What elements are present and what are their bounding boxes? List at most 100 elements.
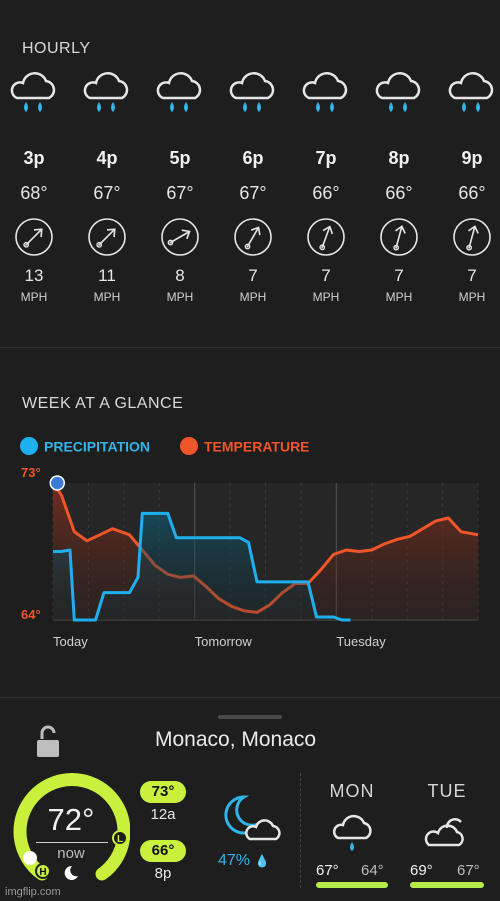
now-label: now	[57, 845, 85, 862]
hour-time: 8p	[388, 148, 410, 168]
hour-column[interactable]: 9p 66° 7 MPH	[442, 70, 500, 304]
rain-cloud-icon	[10, 72, 56, 112]
temperature-dot	[180, 437, 198, 456]
tue-range-bar	[410, 882, 484, 888]
hour-time: 4p	[96, 148, 118, 168]
y-tick-label: 73°	[21, 465, 41, 480]
wind-speed: 7	[248, 266, 258, 285]
tue-low: 67°	[457, 862, 480, 879]
wind-unit: MPH	[312, 290, 340, 304]
wind-speed: 11	[98, 266, 116, 285]
low-marker	[112, 830, 128, 846]
legend-temperature: TEMPERATURE	[180, 437, 310, 456]
forecast-day-tue[interactable]: TUE	[402, 781, 492, 802]
legend-temperature-label: TEMPERATURE	[204, 438, 310, 455]
watermark: imgflip.com	[5, 886, 61, 898]
hour-temp: 66°	[312, 183, 340, 203]
section-divider-2	[0, 697, 500, 698]
high-temp-pill: 73°	[140, 781, 186, 803]
wind-unit: MPH	[239, 290, 267, 304]
hour-time: 6p	[242, 148, 264, 168]
forecast-day-name: MON	[329, 781, 375, 801]
rain-cloud-icon	[229, 72, 275, 112]
precipitation-line	[53, 511, 351, 622]
temperature-dial[interactable]: H L	[10, 770, 130, 890]
hour-temp: 67°	[239, 183, 267, 203]
week-chart[interactable]: 73° 64° Today Tomorrow Tuesday	[0, 460, 500, 660]
wind-speed: 8	[175, 266, 185, 285]
wind-unit: MPH	[458, 290, 486, 304]
rain-cloud-icon	[332, 814, 372, 851]
low-temp-time: 8p	[154, 865, 172, 882]
precipitation-dot	[20, 437, 38, 456]
wind-direction-icon	[453, 218, 491, 256]
precipitation-chance: 47% 💧	[218, 852, 269, 870]
wind-direction-icon	[380, 218, 418, 256]
wind-speed: 7	[394, 266, 404, 285]
high-temp-time: 12a	[150, 806, 176, 823]
moon-icon	[64, 865, 78, 880]
x-tick-label: Today	[53, 634, 88, 649]
dial-divider	[36, 842, 108, 843]
wind-direction-icon	[161, 218, 199, 256]
wind-direction-icon	[234, 218, 272, 256]
wind-unit: MPH	[166, 290, 194, 304]
mon-high: 67°	[316, 862, 339, 879]
rain-cloud-icon	[448, 72, 494, 112]
night-cloud-icon	[224, 795, 281, 841]
rain-cloud-icon	[83, 72, 129, 112]
current-temperature: 72°	[47, 802, 95, 837]
mon-range-bar	[316, 882, 388, 888]
partly-cloudy-night-icon	[424, 818, 464, 847]
wind-direction-icon	[15, 218, 53, 256]
wind-speed: 7	[467, 266, 477, 285]
hour-temp: 68°	[20, 183, 48, 203]
hour-temp: 66°	[458, 183, 486, 203]
wind-speed: 7	[321, 266, 331, 285]
hour-time: 5p	[169, 148, 191, 168]
wind-direction-icon	[307, 218, 345, 256]
hour-column[interactable]: 5p 67° 8 MPH	[150, 70, 210, 304]
current-marker	[23, 851, 37, 865]
hour-time: 7p	[315, 148, 337, 168]
hour-temp: 67°	[93, 183, 121, 203]
legend-precipitation: PRECIPITATION	[20, 437, 151, 456]
hourly-strip[interactable]: 3p 68° 13 MPH 4p 67° 11 MPH 5p 67° 8 MPH 6p 67° 7 MPH 7p…	[0, 70, 500, 320]
forecast-divider	[300, 773, 301, 888]
hour-column[interactable]: 3p 68° 13 MPH	[4, 70, 64, 304]
rain-cloud-icon	[302, 72, 348, 112]
hour-temp: 66°	[385, 183, 413, 203]
droplets-icon: 💧	[254, 854, 270, 868]
lock-icon[interactable]	[36, 725, 60, 759]
low-marker-label: L	[117, 834, 123, 845]
tue-high: 69°	[410, 862, 433, 879]
rain-cloud-icon	[156, 72, 202, 112]
wind-unit: MPH	[93, 290, 121, 304]
hour-column[interactable]: 4p 67° 11 MPH	[77, 70, 137, 304]
forecast-day-mon[interactable]: MON	[307, 781, 397, 802]
section-divider	[0, 347, 500, 348]
location-name[interactable]: Monaco, Monaco	[155, 728, 317, 751]
hour-time: 3p	[23, 148, 45, 168]
legend-precipitation-label: PRECIPITATION	[44, 438, 151, 455]
rain-cloud-icon	[375, 72, 421, 112]
hour-column[interactable]: 8p 66° 7 MPH	[369, 70, 429, 304]
wind-speed: 13	[24, 266, 44, 285]
low-temp-pill: 66°	[140, 840, 186, 862]
precipitation-chance-value: 47%	[218, 852, 251, 869]
hour-temp: 67°	[166, 183, 194, 203]
hour-column[interactable]: 6p 67° 7 MPH	[223, 70, 283, 304]
wind-unit: MPH	[20, 290, 48, 304]
wind-direction-icon	[88, 218, 126, 256]
high-marker	[35, 863, 51, 879]
high-marker-label: H	[39, 867, 46, 878]
mon-low: 64°	[361, 862, 384, 879]
hour-column[interactable]: 7p 66° 7 MPH	[296, 70, 356, 304]
forecast-day-name: TUE	[427, 781, 467, 801]
drag-handle[interactable]	[218, 715, 282, 719]
hourly-title: HOURLY	[22, 40, 91, 57]
hour-time: 9p	[461, 148, 483, 168]
current-time-marker	[49, 475, 65, 491]
x-tick-label: Tomorrow	[195, 634, 253, 649]
wind-unit: MPH	[385, 290, 413, 304]
